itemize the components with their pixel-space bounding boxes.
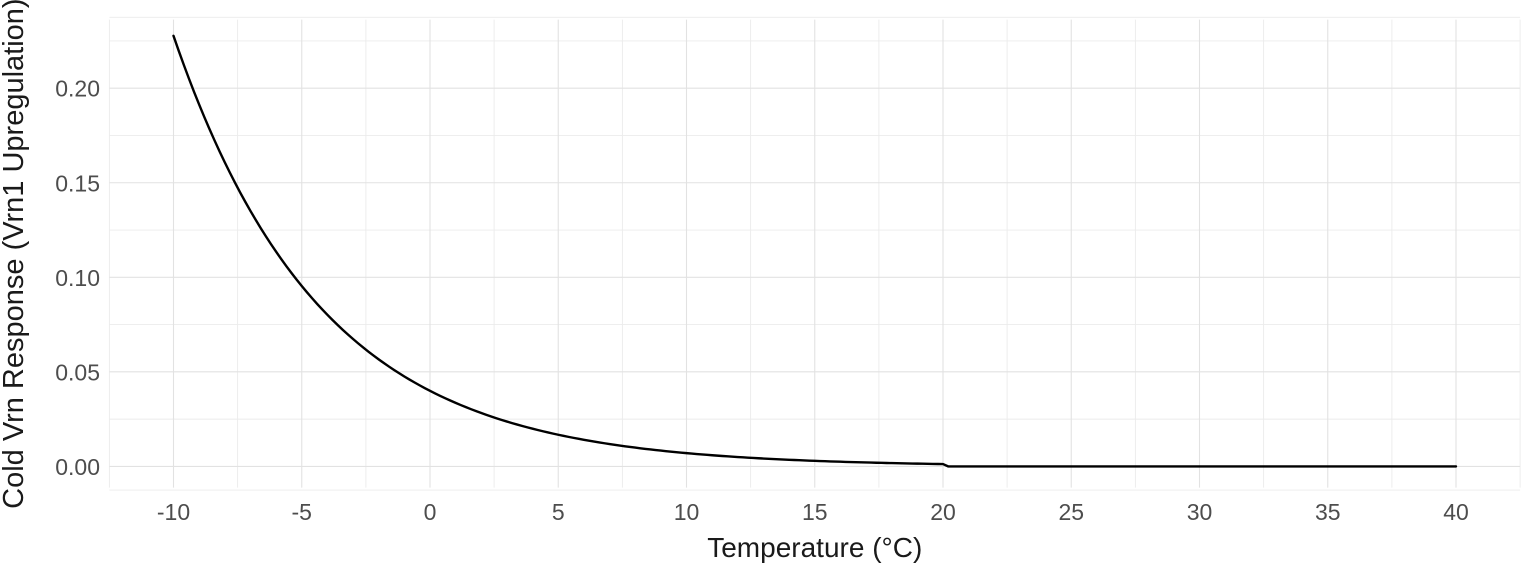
svg-text:0.10: 0.10 [55,265,100,291]
svg-text:0.15: 0.15 [55,170,100,196]
svg-text:0: 0 [424,499,437,525]
svg-text:30: 30 [1187,499,1213,525]
svg-text:-10: -10 [157,499,190,525]
svg-text:20: 20 [930,499,956,525]
svg-text:0.05: 0.05 [55,359,100,385]
svg-text:5: 5 [552,499,565,525]
svg-text:25: 25 [1058,499,1084,525]
svg-text:-5: -5 [292,499,312,525]
svg-text:40: 40 [1443,499,1469,525]
svg-text:35: 35 [1315,499,1341,525]
svg-text:Temperature (°C): Temperature (°C) [707,532,922,563]
svg-text:0.00: 0.00 [55,454,100,480]
svg-text:Cold Vrn Response (Vrn1 Upregu: Cold Vrn Response (Vrn1 Upregulation) [0,0,30,509]
svg-text:15: 15 [802,499,828,525]
svg-text:10: 10 [674,499,700,525]
svg-text:0.20: 0.20 [55,76,100,102]
